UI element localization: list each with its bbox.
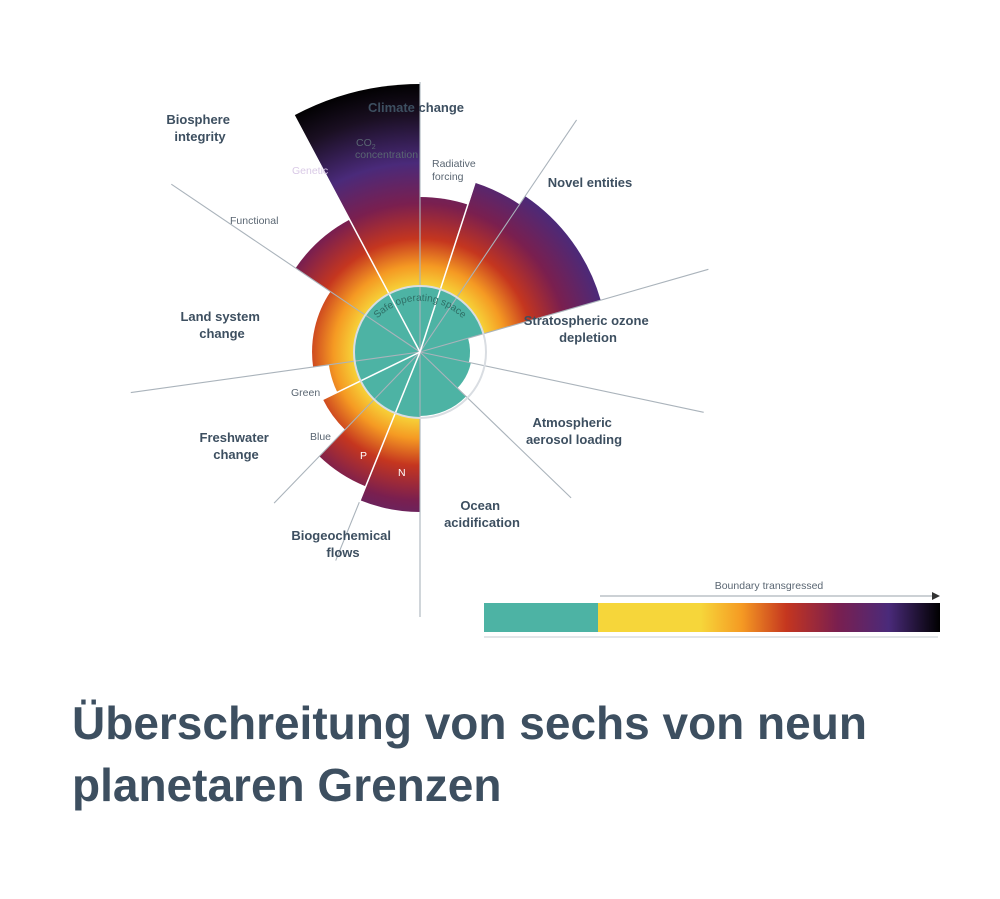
split-line-biogeochemical-flows bbox=[358, 351, 421, 503]
boundary-wedges bbox=[294, 84, 601, 512]
sublabel-nitrogen: N bbox=[398, 467, 406, 479]
sub-labels: CO2 concentration Radiative forcing Gene… bbox=[230, 137, 479, 479]
split-line-biosphere-integrity bbox=[292, 113, 421, 353]
legend-transgressed-bar bbox=[598, 603, 940, 632]
wedge-stratospheric-ozone-depletion bbox=[420, 338, 471, 363]
legend-arrowhead-icon bbox=[932, 592, 940, 600]
safe-core-land-system-change bbox=[353, 315, 420, 362]
safe-core-freshwater-change-part-1 bbox=[360, 352, 420, 400]
safe-core-climate-change-part-2 bbox=[420, 289, 457, 352]
wedge-ocean-acidification bbox=[420, 352, 466, 417]
safe-core-biosphere-integrity-part-1 bbox=[365, 293, 420, 352]
split-line-freshwater-change bbox=[320, 351, 421, 401]
label-atmospheric-aerosol: Atmospheric aerosol loading bbox=[526, 415, 622, 447]
label-biogeochemical-flows: Biogeochemical flows bbox=[291, 528, 394, 560]
legend-label: Boundary transgressed bbox=[715, 580, 824, 592]
sub-sector-dividers bbox=[292, 113, 477, 503]
label-ocean-acidification: Ocean acidification bbox=[444, 498, 520, 530]
sublabel-radiative-forcing: Radiative forcing bbox=[432, 158, 479, 183]
legend: Boundary transgressed bbox=[484, 580, 940, 638]
wedge-biosphere-integrity-part-2 bbox=[294, 84, 420, 352]
label-land-system-change: Land system change bbox=[180, 309, 263, 341]
wedge-group-atmospheric-aerosol-loading bbox=[420, 352, 471, 389]
sublabel-co2-concentration: concentration bbox=[355, 149, 418, 161]
safe-core-biosphere-integrity-part-2 bbox=[389, 285, 420, 352]
page-title-line-2: planetaren Grenzen bbox=[72, 759, 502, 811]
sublabel-green: Green bbox=[291, 387, 320, 399]
label-biosphere-integrity: Biosphere integrity bbox=[166, 112, 233, 144]
sublabel-blue: Blue bbox=[310, 431, 331, 443]
legend-safe-swatch bbox=[484, 603, 598, 632]
wedge-atmospheric-aerosol-loading bbox=[420, 352, 471, 389]
sublabel-phosphorus: P bbox=[360, 450, 367, 462]
label-stratospheric-ozone: Stratospheric ozone depletion bbox=[524, 313, 653, 345]
divider-line bbox=[419, 268, 709, 353]
divider-line bbox=[419, 119, 578, 353]
sector-dividers bbox=[130, 82, 709, 617]
wedge-group-land-system-change bbox=[312, 291, 420, 367]
divider-line bbox=[419, 351, 572, 499]
sublabel-functional: Functional bbox=[230, 215, 278, 227]
divider-line bbox=[130, 351, 421, 394]
split-line-climate-change bbox=[419, 180, 477, 353]
divider-line bbox=[170, 183, 421, 353]
boundary-labels: Climate change Novel entities Stratosphe… bbox=[166, 100, 653, 560]
sublabel-genetic: Genetic bbox=[292, 165, 328, 177]
divider-line bbox=[419, 351, 704, 413]
wedge-group-ocean-acidification bbox=[420, 352, 466, 417]
wedge-group-stratospheric-ozone-depletion bbox=[420, 338, 471, 363]
safe-boundary-ring bbox=[353, 285, 487, 419]
page-title: Überschreitung von sechs von neun planet… bbox=[72, 692, 972, 816]
label-novel-entities: Novel entities bbox=[548, 175, 633, 190]
label-freshwater-change: Freshwater change bbox=[200, 430, 273, 462]
divider-line bbox=[273, 351, 421, 504]
sublabel-co2: CO2 bbox=[356, 137, 376, 151]
wedge-group-biosphere-integrity bbox=[294, 84, 420, 352]
page-title-line-1: Überschreitung von sechs von neun bbox=[72, 697, 867, 749]
label-climate-change: Climate change bbox=[368, 100, 464, 115]
safe-core-biogeochemical-flows-part-2 bbox=[374, 352, 420, 414]
